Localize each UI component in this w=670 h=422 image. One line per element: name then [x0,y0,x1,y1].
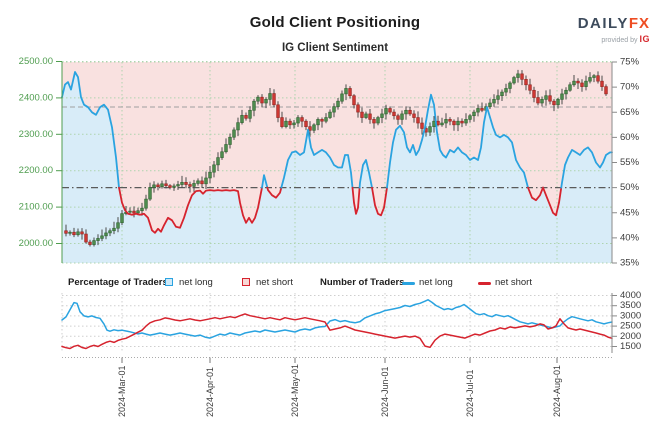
svg-text:1500: 1500 [620,341,641,352]
ig-logo: IG [639,34,650,44]
svg-text:4000: 4000 [620,290,641,301]
svg-text:2500.00: 2500.00 [19,56,53,67]
svg-text:2024-Apr-01: 2024-Apr-01 [205,367,215,417]
svg-text:2000.00: 2000.00 [19,238,53,249]
page-title: Gold Client Positioning [249,14,421,31]
svg-text:40%: 40% [620,232,640,243]
svg-text:3500: 3500 [620,300,641,311]
legend-net-short-label: net short [256,277,293,288]
chart-subtitle: IG Client Sentiment [281,42,389,54]
net-long-percentage-line [61,71,613,234]
dailyfx-logo-fx: FX [628,15,650,32]
svg-text:2000: 2000 [620,331,641,342]
legend-net-long-label: net long [179,277,213,288]
logo-provided-by: provided by IG [601,34,650,45]
date-axis: 2024-Mar-01 2024-Apr-01 2024-May-01 2024-Ju… [62,357,612,417]
legend-net-long-box-swatch [165,278,173,286]
legend-percentage-of-traders: Percentage of Traders [68,277,168,288]
legend-net-long-line-swatch [402,282,415,285]
svg-text:2024-Mar-01: 2024-Mar-01 [117,365,127,417]
traders-gridlines [61,293,612,353]
svg-text:45%: 45% [620,207,640,218]
svg-text:65%: 65% [620,107,640,118]
svg-text:75%: 75% [620,57,640,68]
svg-text:2200.00: 2200.00 [19,165,53,176]
svg-text:2024-Jun-01: 2024-Jun-01 [380,366,390,417]
legend-net-long-count-label: net long [419,277,453,288]
sentiment-price-chart: 2500.00 2400.00 2300.00 2200.00 2100.00 2000.… [19,56,640,269]
svg-text:70%: 70% [620,82,640,93]
main-gridlines [62,61,612,264]
svg-text:35%: 35% [620,258,640,269]
legend-net-short-line-swatch [478,282,491,285]
svg-text:55%: 55% [620,157,640,168]
svg-text:2024-May-01: 2024-May-01 [290,364,300,417]
svg-text:2300.00: 2300.00 [19,129,53,140]
traders-lines [61,299,613,350]
legend-net-short-count-label: net short [495,277,532,288]
svg-text:3000: 3000 [620,310,641,321]
svg-text:2024-Aug-01: 2024-Aug-01 [552,365,562,417]
svg-text:2100.00: 2100.00 [19,202,53,213]
dailyfx-logo-daily: DAILY [577,15,629,32]
legend-net-short-box-swatch [242,278,250,286]
main-axes: 2500.00 2400.00 2300.00 2200.00 2100.00 2000.… [19,56,640,269]
gold-candlesticks [64,69,608,247]
svg-text:2400.00: 2400.00 [19,92,53,103]
legend-number-of-traders: Number of Traders [320,277,405,288]
svg-text:2024-Jul-01: 2024-Jul-01 [465,369,475,417]
svg-text:2500: 2500 [620,321,641,332]
svg-text:50%: 50% [620,182,640,193]
svg-text:60%: 60% [620,132,640,143]
dailyfx-logo: DAILYFX provided by IG [578,16,650,44]
